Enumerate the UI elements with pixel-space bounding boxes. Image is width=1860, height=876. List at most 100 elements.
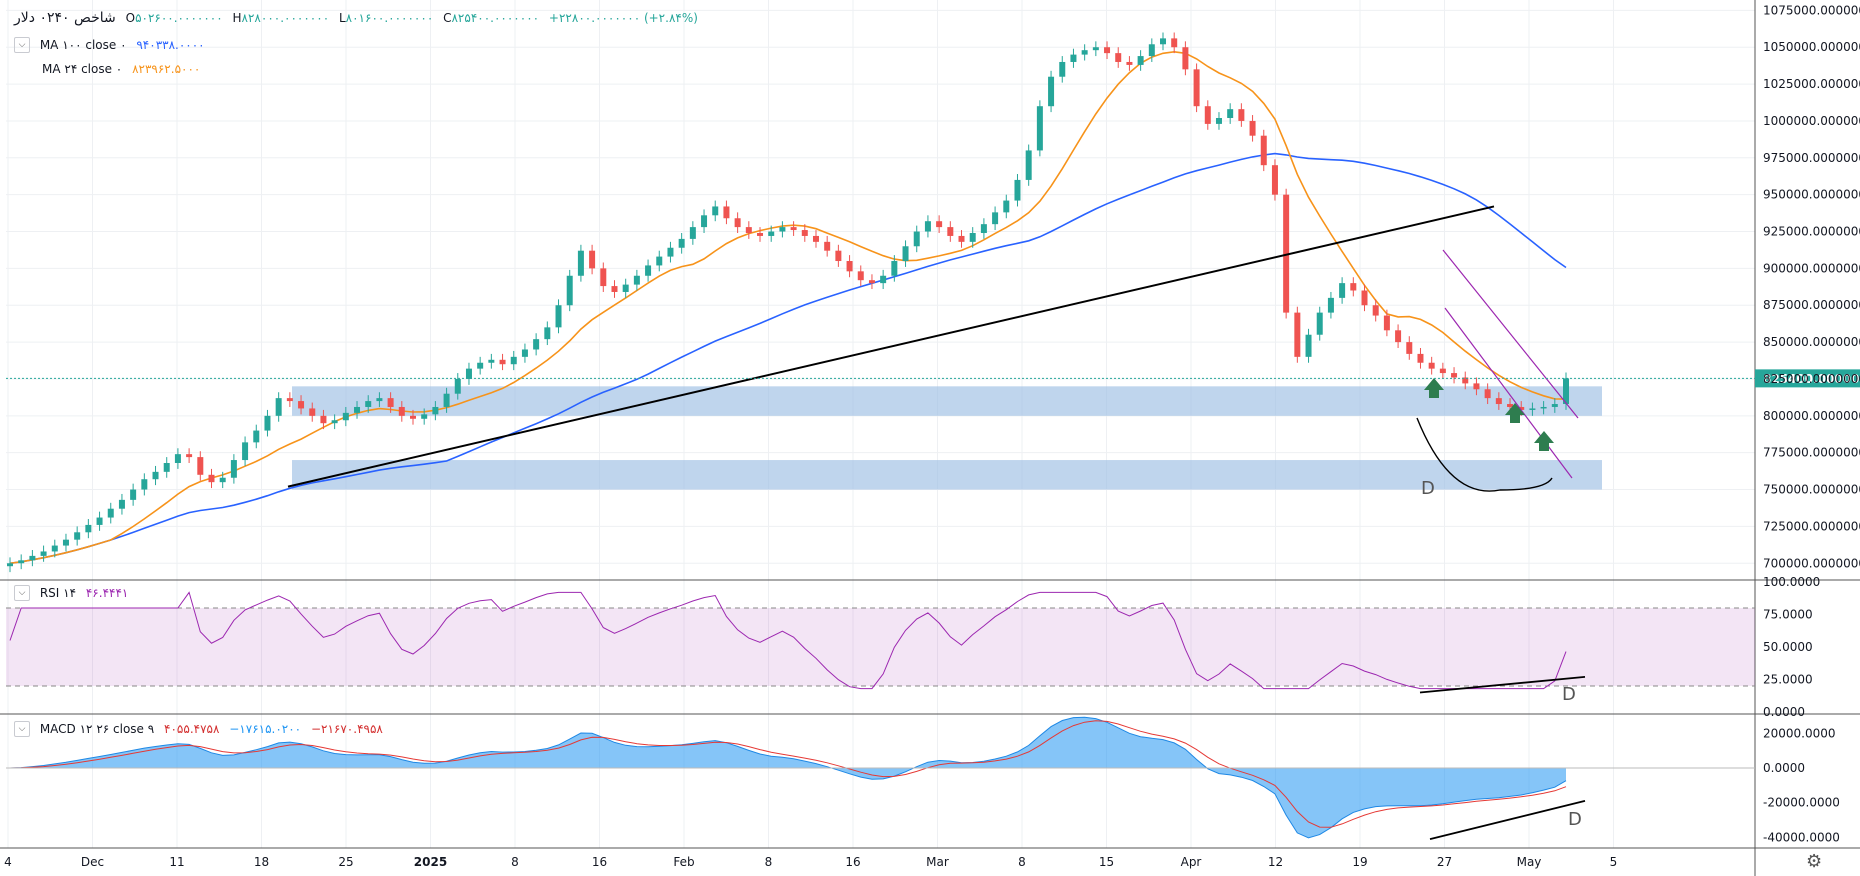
candles [7, 32, 1569, 573]
macd-value-3: −۲۱۶۷۰.۴۹۵۸ [310, 721, 383, 736]
pattern-letter-rsi: D [1562, 684, 1576, 705]
candle-body [891, 261, 898, 276]
macd-axis-label: -40000.0000 [1763, 830, 1840, 844]
candle-body [768, 231, 775, 236]
candle-body [1529, 408, 1536, 410]
candle-body [1417, 353, 1424, 363]
candle-body [1563, 378, 1569, 405]
rsi-line [9, 591, 1567, 690]
time-axis-label: 27 [1437, 855, 1452, 869]
candle-body [1003, 200, 1010, 213]
candle-body [1204, 106, 1211, 124]
candle-body [1249, 120, 1256, 136]
ma100-label[interactable]: MA ۱۰۰ close ۰ [39, 37, 127, 52]
up-arrow-icon [1505, 403, 1525, 423]
candle-body [152, 471, 159, 480]
candle-body [913, 231, 920, 247]
macd-value-2: −۱۷۶۱۵.۰۲۰۰ [229, 721, 302, 736]
macd-legend: ⌵ MACD ۱۲ ۲۶ close ۹ ۴۰۵۵.۴۷۵۸ −۱۷۶۱۵.۰۲… [14, 721, 389, 737]
rsi-axis-label: 75.0000 [1763, 608, 1813, 622]
macd-axis-label: 0.0000 [1763, 761, 1805, 775]
macd-axis-label: 20000.0000 [1763, 726, 1836, 740]
candle-body [264, 415, 271, 431]
price-axis-label: 900000.0000000 [1763, 261, 1860, 275]
grid-lines [6, 0, 1755, 848]
time-axis-label: 8 [511, 855, 519, 869]
candle-body [1484, 389, 1491, 399]
time-axis-label: 18 [254, 855, 269, 869]
candle-body [1406, 342, 1413, 354]
collapse-icon[interactable]: ⌵ [14, 585, 30, 601]
candle-body [1081, 50, 1088, 55]
candle-body [1036, 106, 1043, 151]
time-axis-label: 25 [338, 855, 353, 869]
time-axis-label: Mar [926, 855, 949, 869]
candle-body [7, 563, 13, 567]
ma24-label[interactable]: MA ۲۴ close ۰ [42, 62, 123, 76]
settings-gear-icon[interactable]: ⚙ [1806, 851, 1823, 872]
candle-body [1238, 109, 1245, 121]
price-axis-label: 700000.0000000 [1763, 556, 1860, 570]
candle-body [1070, 54, 1077, 62]
candle-body [566, 275, 573, 306]
price-axis-label: 1025000.0000000 [1763, 77, 1860, 91]
price-axis-label: 925000.0000000 [1763, 225, 1860, 239]
candle-body [365, 401, 372, 407]
rsi-label[interactable]: RSI ۱۴ [39, 585, 77, 600]
candle-body [1283, 194, 1290, 313]
candle-body [521, 349, 528, 357]
candle-body [790, 227, 797, 231]
candle-body [1383, 315, 1390, 331]
price-axis-label: 750000.0000000 [1763, 483, 1860, 497]
candle-body [421, 414, 428, 419]
candle-body [1092, 47, 1099, 51]
price-axis-label: 800000.0000000 [1763, 409, 1860, 423]
candle-body [443, 393, 450, 407]
ma24-value: ۸۲۳۹۶۲.۵۰۰۰ [132, 62, 201, 76]
ma100-line [9, 152, 1567, 565]
symbol-header: شاخص ۰۲۴۰ دلار O۵۰۲۶۰۰.۰۰۰۰۰۰۰ H۸۲۸۰۰۰.۰… [14, 10, 704, 26]
candle-body [1462, 377, 1469, 384]
candle-body [253, 430, 260, 443]
candle-body [219, 477, 226, 483]
candle-body [577, 250, 584, 276]
candle-body [622, 284, 629, 292]
time-axis-label: 4 [4, 855, 12, 869]
candle-body [824, 241, 831, 251]
candle-body [40, 551, 47, 556]
candle-body [118, 499, 125, 509]
candle-body [533, 339, 540, 350]
support-zone [292, 386, 1602, 416]
rsi-axis-label: 0.0000 [1763, 705, 1805, 719]
candle-body [510, 356, 517, 365]
candle-body [656, 256, 663, 266]
candle-body [1551, 404, 1558, 407]
ma24-line [9, 50, 1567, 565]
candle-body [1271, 165, 1278, 195]
macd-label[interactable]: MACD ۱۲ ۲۶ close ۹ [39, 721, 155, 736]
candle-body [1048, 76, 1055, 107]
candle-body [387, 398, 394, 407]
candle-body [1428, 362, 1435, 369]
candle-body [902, 246, 909, 262]
change-value: +۲۲۸۰۰.۰۰۰۰۰۰۰ (+۲.۸۴%) [548, 11, 698, 25]
price-axis-label: 825000.0000000 [1763, 372, 1860, 386]
candle-body [936, 221, 943, 228]
candle-body [678, 238, 685, 248]
rsi-axis-label: 50.0000 [1763, 640, 1813, 654]
rsi-band [6, 608, 1755, 686]
pattern-letter-macd: D [1568, 809, 1582, 830]
candle-body [354, 406, 361, 413]
last-price-tag [1755, 369, 1860, 388]
collapse-icon[interactable]: ⌵ [14, 721, 30, 737]
candle-body [141, 479, 148, 490]
ma100-legend: ⌵ MA ۱۰۰ close ۰ ۹۴۰۳۳۸.۰۰۰۰ [14, 37, 211, 53]
time-axis-label: 8 [765, 855, 773, 869]
candle-body [454, 378, 461, 394]
candle-body [174, 454, 181, 463]
collapse-icon[interactable]: ⌵ [14, 37, 30, 53]
candle-body [242, 442, 249, 461]
macd-value-1: ۴۰۵۵.۴۷۵۸ [164, 721, 220, 736]
candle-body [130, 489, 137, 500]
